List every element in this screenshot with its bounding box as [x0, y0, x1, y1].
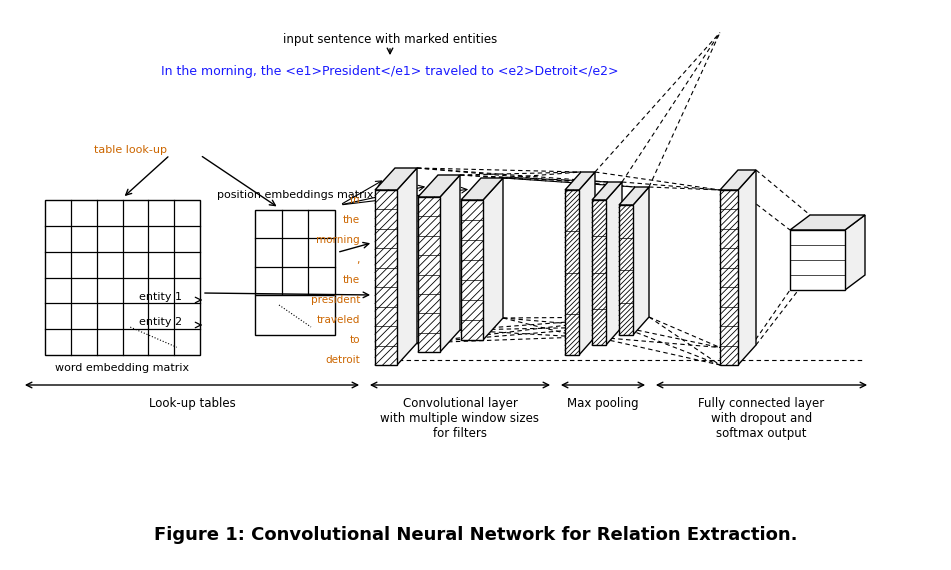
- Text: in: in: [350, 195, 360, 205]
- Polygon shape: [375, 190, 397, 365]
- Polygon shape: [790, 230, 845, 290]
- Polygon shape: [633, 187, 649, 335]
- Polygon shape: [565, 172, 595, 190]
- Polygon shape: [619, 187, 649, 205]
- Text: input sentence with marked entities: input sentence with marked entities: [282, 34, 497, 47]
- Text: In the morning, the <e1>President</e1> traveled to <e2>Detroit</e2>: In the morning, the <e1>President</e1> t…: [162, 66, 619, 79]
- Bar: [255, 295, 335, 335]
- Text: traveled: traveled: [317, 315, 360, 325]
- Polygon shape: [619, 205, 633, 335]
- Text: Figure 1: Convolutional Neural Network for Relation Extraction.: Figure 1: Convolutional Neural Network f…: [154, 526, 798, 544]
- Bar: [255, 210, 335, 295]
- Text: the: the: [343, 275, 360, 285]
- Text: to: to: [350, 335, 360, 345]
- Polygon shape: [461, 200, 483, 340]
- Polygon shape: [418, 175, 460, 197]
- Polygon shape: [606, 182, 622, 345]
- Text: ,: ,: [357, 255, 360, 265]
- Polygon shape: [720, 170, 756, 190]
- Polygon shape: [738, 170, 756, 365]
- Text: word embedding matrix: word embedding matrix: [55, 363, 189, 373]
- Text: morning: morning: [317, 235, 360, 245]
- Polygon shape: [418, 197, 440, 352]
- Polygon shape: [592, 200, 606, 345]
- Polygon shape: [565, 190, 579, 355]
- Text: Fully connected layer
with dropout and
softmax output: Fully connected layer with dropout and s…: [698, 397, 825, 440]
- Polygon shape: [579, 172, 595, 355]
- Polygon shape: [483, 178, 503, 340]
- Text: Convolutional layer
with multiple window sizes
for filters: Convolutional layer with multiple window…: [380, 397, 539, 440]
- Text: president: president: [311, 295, 360, 305]
- Polygon shape: [720, 190, 738, 365]
- Polygon shape: [461, 178, 503, 200]
- Polygon shape: [845, 215, 865, 290]
- Text: Look-up tables: Look-up tables: [148, 397, 236, 410]
- Polygon shape: [790, 215, 865, 230]
- Text: entity 2: entity 2: [139, 317, 182, 327]
- Polygon shape: [375, 168, 417, 190]
- Text: entity 1: entity 1: [139, 292, 182, 302]
- Text: the: the: [343, 215, 360, 225]
- Text: table look-up: table look-up: [93, 145, 166, 155]
- Text: Max pooling: Max pooling: [567, 397, 639, 410]
- Text: detroit: detroit: [325, 355, 360, 365]
- Bar: [45, 200, 200, 355]
- Polygon shape: [440, 175, 460, 352]
- Polygon shape: [397, 168, 417, 365]
- Text: position embeddings matrix: position embeddings matrix: [217, 190, 373, 200]
- Polygon shape: [592, 182, 622, 200]
